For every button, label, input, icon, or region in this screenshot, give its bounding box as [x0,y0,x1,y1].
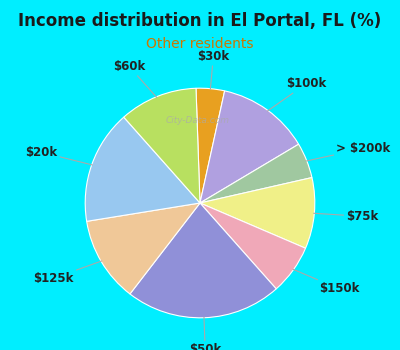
Wedge shape [200,203,306,289]
Text: $60k: $60k [113,60,157,98]
Wedge shape [87,203,200,294]
Text: $50k: $50k [189,317,221,350]
Text: City-Data.com: City-Data.com [166,116,230,125]
Wedge shape [200,144,312,203]
Text: $20k: $20k [25,146,92,165]
Text: $30k: $30k [197,50,229,89]
Text: $150k: $150k [293,269,360,295]
Text: Other residents: Other residents [146,37,254,51]
Wedge shape [196,88,225,203]
Text: $125k: $125k [34,261,102,285]
Wedge shape [200,177,315,248]
Text: Income distribution in El Portal, FL (%): Income distribution in El Portal, FL (%) [18,12,382,30]
Text: $75k: $75k [314,210,378,223]
Wedge shape [200,91,299,203]
Wedge shape [124,88,200,203]
Text: $100k: $100k [268,77,326,111]
Text: > $200k: > $200k [306,142,391,161]
Wedge shape [85,117,200,221]
Wedge shape [130,203,276,318]
